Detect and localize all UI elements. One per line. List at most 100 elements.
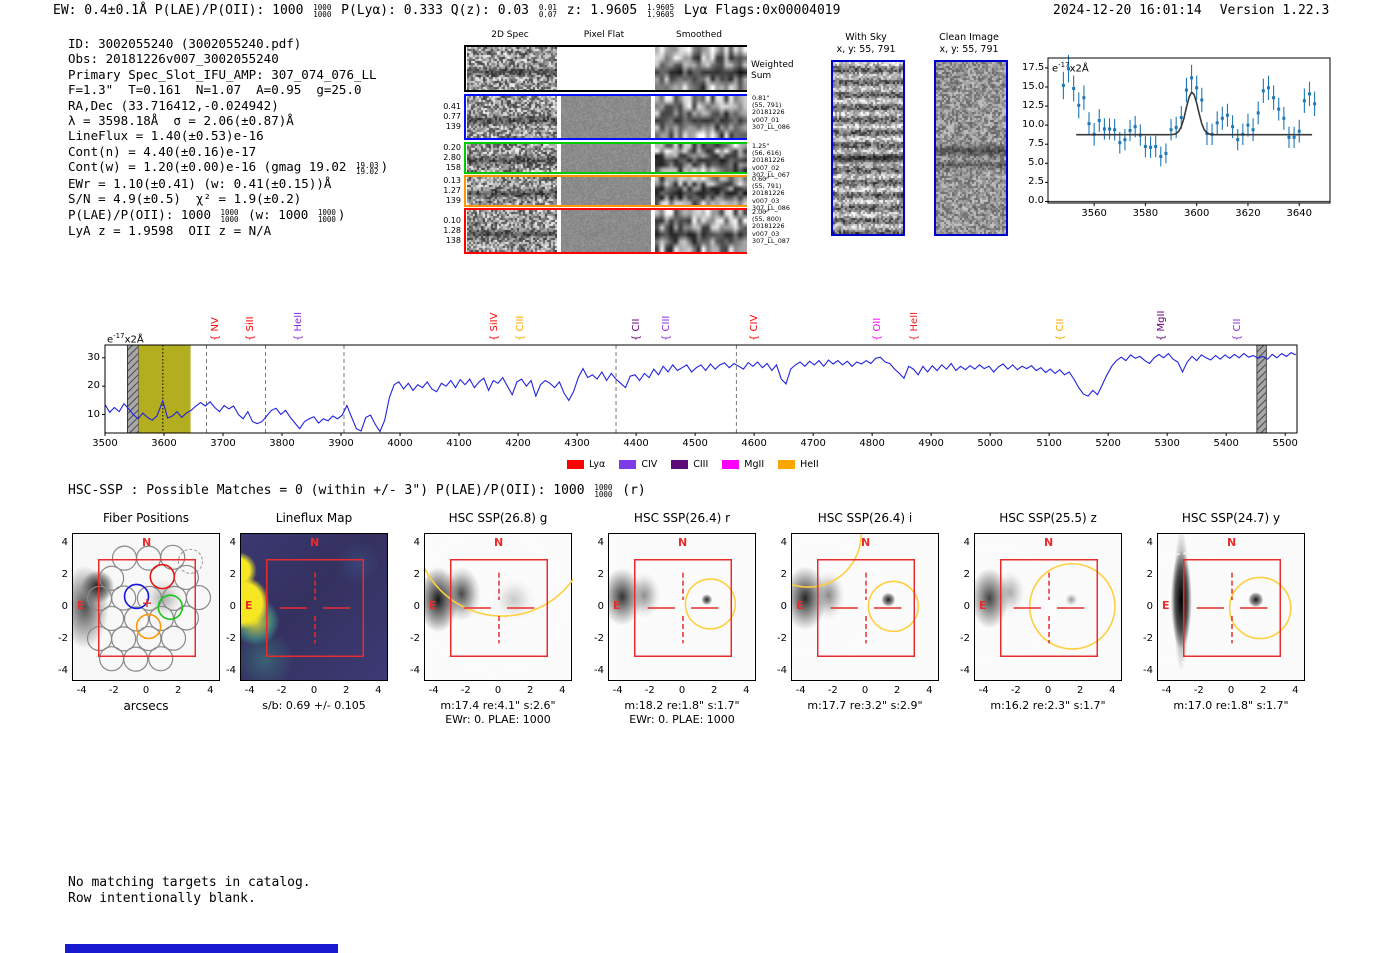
selected-fiber-circle [157, 594, 184, 620]
x-tick-label: 4200 [505, 438, 531, 449]
x-tick-label: 4100 [446, 438, 472, 449]
smoothed-image [655, 96, 747, 138]
y-tick-label: 17.5 [1022, 61, 1045, 73]
y-tick-label: 2 [1146, 568, 1153, 580]
y-tick-label: -4 [594, 665, 604, 677]
x-tick-label: 3800 [269, 438, 295, 449]
x-tick-label: 0 [494, 685, 502, 696]
info-line-12: P(LAE)/P(OII): 1000 1000 1000 (w: 1000 10… [68, 207, 388, 224]
compass-east: E [1162, 599, 1170, 612]
cutout-overlay-lineflux [265, 558, 365, 658]
legend-swatch [778, 460, 796, 469]
line-region-band [138, 345, 191, 433]
spec2d-image [467, 144, 557, 172]
x-tick-label: 4800 [859, 438, 885, 449]
y-tick-label: 2 [413, 568, 420, 580]
cutout-caption: m:17.0 re:1.8" s:1.7" [1173, 699, 1289, 712]
cutout-title-r: HSC SSP(26.4) r [633, 511, 731, 525]
x-tick-label: -4 [1161, 685, 1172, 696]
cutout-caption: EWr: 0. PLAE: 1000 [445, 713, 551, 726]
cutout-overlay-r [633, 558, 737, 658]
emission-line-label: { HeII [292, 311, 304, 341]
spectrum-svg [102, 344, 1298, 436]
text-segment: EWr = 1.10(±0.41) (w: 0.41(±0.15))Å [68, 175, 332, 191]
text-segment: Cont(w) = 1.20(±0.00)e-16 (gmag 19.02 [68, 159, 354, 175]
stacked-value: 1000 1000 [220, 208, 239, 224]
y-tick-label: -2 [1143, 633, 1153, 645]
cutout-image-fiber [72, 533, 220, 681]
y-tick-label: 2 [597, 568, 604, 580]
y-tick-label: 4 [963, 536, 970, 548]
fiber-circle [148, 646, 174, 672]
compass-north: N [861, 536, 871, 549]
text-segment: Lyα Flags:0x00004019 [676, 3, 841, 18]
legend-item: CIII [671, 459, 708, 470]
cutout-caption: m:16.2 re:2.3" s:1.7" [990, 699, 1106, 712]
info-line-11: S/N = 4.9(±0.5) χ² = 1.9(±0.2) [68, 191, 388, 206]
fiber-circle [123, 606, 150, 632]
y-tick-label: 4 [1146, 536, 1153, 548]
y-tick-label: 0 [780, 601, 787, 612]
cutout-image-i [791, 533, 939, 681]
pixelflat-image [561, 177, 651, 205]
ifu-extent-box [97, 558, 197, 658]
y-tick-label: -2 [594, 633, 604, 645]
fiber-circle [99, 565, 125, 591]
x-tick-label: 4700 [800, 438, 826, 449]
x-tick-label: 3500 [92, 438, 118, 449]
compass-north: N [678, 536, 688, 549]
info-line-2: Obs: 20181226v007_3002055240 [68, 51, 388, 66]
text-segment: HSC-SSP : Possible Matches = 0 (within +… [68, 483, 593, 498]
note-line-1: No matching targets in catalog. [68, 875, 311, 890]
compass-east: E [245, 599, 253, 612]
catalog-object-circle [684, 578, 737, 630]
cutout-caption: EWr: 0. PLAE: 1000 [629, 713, 735, 726]
x-tick-label: 4600 [741, 438, 767, 449]
text-segment: S/N = 4.9(±0.5) χ² = 1.9(±0.2) [68, 191, 302, 207]
y-tick-label: 4 [413, 536, 420, 548]
info-line-10: EWr = 1.10(±0.41) (w: 0.41(±0.15))Å [68, 176, 388, 191]
pixelflat-image [561, 47, 651, 90]
spec2d-image [467, 177, 557, 205]
sky-panel-title: Clean Image x, y: 55, 791 [939, 32, 999, 55]
x-tick-label: 3620 [1235, 208, 1261, 219]
emission-line-label: { CII [1054, 318, 1066, 341]
catalog-object-circle [425, 567, 573, 617]
y-tick-label: -2 [58, 633, 68, 645]
y-tick-label: 4 [780, 536, 787, 548]
cutout-image-z [974, 533, 1122, 681]
axis-label-arcsecs: arcsecs [123, 699, 169, 713]
x-tick-label: 0 [678, 685, 686, 696]
x-tick-label: 2 [1076, 685, 1084, 696]
y-tick-label: 20 [87, 380, 100, 392]
y-tick-label: 30 [87, 351, 100, 363]
text-segment: Obs: 20181226v007_3002055240 [68, 51, 279, 67]
spec2d-row [464, 94, 747, 140]
compass-north: N [310, 536, 320, 549]
legend-item: HeII [778, 459, 819, 470]
info-line-7: LineFlux = 1.40(±0.53)e-16 [68, 128, 388, 143]
y-tick-label: -4 [1143, 665, 1153, 677]
y-tick-label: -4 [58, 665, 68, 677]
pixelflat-image [561, 96, 651, 138]
text-segment: Primary Spec_Slot_IFU_AMP: 307_074_076_L… [68, 66, 377, 82]
text-segment: λ = 3598.18Å σ = 2.06(±0.87)Å [68, 113, 294, 129]
cutout-image-g [424, 533, 573, 681]
x-tick-label: 4000 [387, 438, 413, 449]
emission-line-label: { CII [630, 318, 642, 341]
fiber-circle [160, 544, 186, 570]
x-tick-label: 4300 [564, 438, 590, 449]
info-line-1: ID: 3002055240 (3002055240.pdf) [68, 36, 388, 51]
spec2d-row-meta: 0.81" (55, 791) 20181226 v007_01 307_LL_086 [752, 94, 790, 131]
cutout-caption: s/b: 0.69 +/- 0.105 [262, 699, 366, 712]
spec2d-row-meta: 0.60" (55, 791) 20181226 v007_03 307_LL_086 [752, 175, 790, 212]
y-tick-label: 0.0 [1028, 195, 1044, 207]
y-tick-label: 0 [61, 601, 68, 612]
cutout-caption: m:17.4 re:4.1" s:2.6" [440, 699, 556, 712]
x-tick-label: -2 [1010, 685, 1021, 696]
fiber-circle [111, 585, 137, 611]
text-segment: F=1.3" T=0.161 N=1.07 A=0.95 g=25.0 [68, 82, 362, 98]
fiber-circle [123, 646, 149, 672]
y-tick-label: 2 [963, 568, 970, 580]
clean-image [934, 60, 1008, 236]
